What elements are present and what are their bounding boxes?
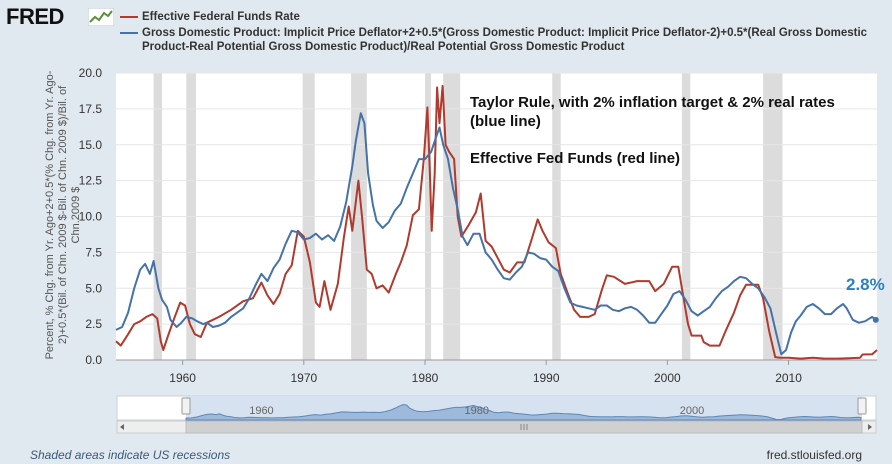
annotation-taylor-line1: Taylor Rule, with 2% inflation target & … [470, 94, 835, 111]
x-tick-label: 1970 [290, 371, 317, 385]
navigator-handle-left[interactable] [181, 397, 191, 415]
annotation-fedfunds: Effective Fed Funds (red line) [470, 150, 681, 167]
recession-note: Shaded areas indicate US recessions [30, 448, 231, 462]
x-tick-label: 1960 [169, 371, 196, 385]
y-tick-label: 15.0 [79, 138, 103, 152]
scroll-right-icon[interactable] [868, 424, 872, 430]
y-axis-label: Percent, % Chg. from Yr. Ago+2+0.5*(% Ch… [44, 70, 82, 360]
annotation-taylor-line2: (blue line) [470, 113, 541, 130]
y-tick-label: 7.5 [85, 245, 102, 259]
navigator-tick-label: 1980 [464, 405, 488, 417]
navigator-area [185, 403, 862, 421]
series-line-fedfunds [115, 84, 878, 360]
last-value-label: 2.8% [846, 275, 885, 294]
series-line-taylor [115, 112, 877, 356]
legend-swatch-taylor [120, 32, 138, 34]
x-tick-label: 1990 [533, 371, 560, 385]
navigator-tick-label: 2000 [680, 405, 704, 417]
fred-logo: FRED [6, 4, 64, 29]
y-tick-label: 2.5 [85, 317, 102, 331]
y-tick-label: 0.0 [85, 353, 102, 367]
y-tick-label: 5.0 [85, 281, 102, 295]
x-tick-label: 1980 [412, 371, 439, 385]
y-tick-label: 10.0 [79, 210, 103, 224]
line-chart-icon [88, 8, 114, 26]
scroll-left-icon[interactable] [120, 424, 124, 430]
y-tick-label: 12.5 [79, 174, 103, 188]
last-point-marker [872, 316, 879, 323]
navigator-handle-right[interactable] [857, 397, 867, 415]
legend-label-fedfunds: Effective Federal Funds Rate [142, 11, 300, 23]
y-tick-label: 20.0 [79, 66, 103, 80]
x-tick-label: 2010 [775, 371, 802, 385]
legend-label-taylor: Gross Domestic Product: Implicit Price D… [142, 27, 868, 53]
source-link[interactable]: fred.stlouisfed.org [766, 448, 862, 462]
legend-swatch-fedfunds [120, 16, 138, 18]
x-tick-label: 2000 [654, 371, 681, 385]
y-tick-label: 17.5 [79, 102, 103, 116]
navigator-tick-label: 1960 [249, 405, 273, 417]
